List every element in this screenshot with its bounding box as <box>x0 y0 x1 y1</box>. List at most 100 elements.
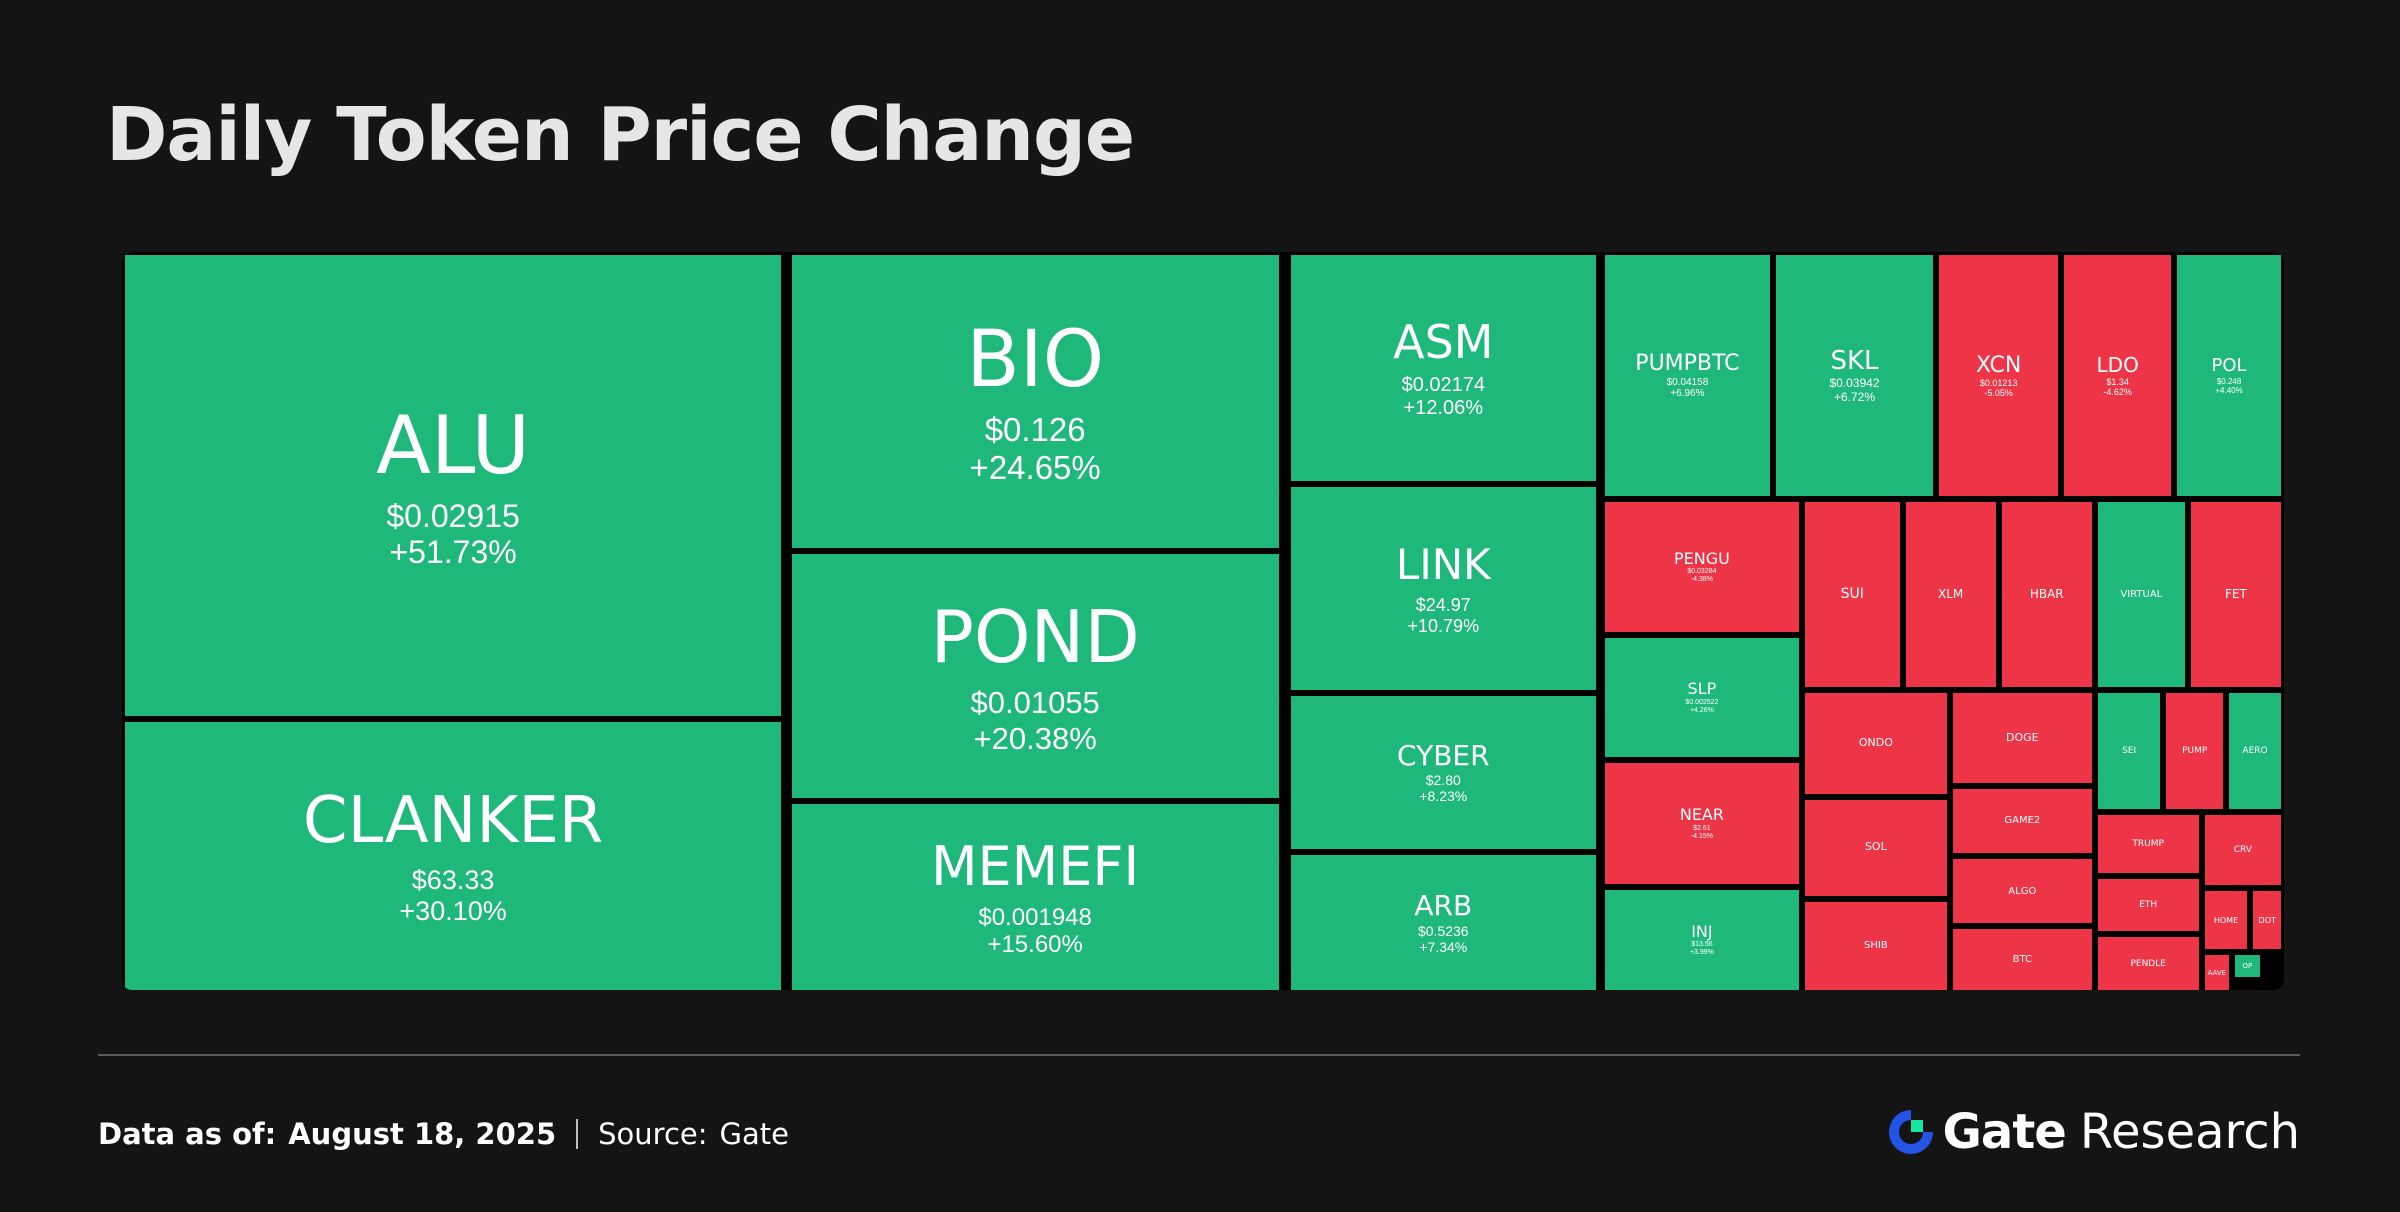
tile-symbol: VIRTUAL <box>2120 588 2163 600</box>
tile-symbol: AAVE <box>2207 968 2227 977</box>
tile-symbol: LINK <box>1395 539 1491 589</box>
treemap-tile-pol: POL $0.248 +4.40% <box>2174 252 2284 500</box>
tile-price: $0.5236 <box>1417 922 1469 939</box>
source-value: Gate <box>719 1117 789 1151</box>
treemap-tile-xlm: XLM <box>1902 499 1999 690</box>
treemap-tile-virtual: VIRTUAL <box>2094 499 2188 690</box>
treemap-tile-xcn: XCN $0.01213 -5.05% <box>1936 252 2062 500</box>
treemap-tile-alu: ALU $0.02915 +51.73% <box>122 252 785 719</box>
tile-change: -4.38% <box>1690 576 1713 584</box>
treemap-tile-aave: AAVE <box>2201 952 2233 990</box>
tile-symbol: NEAR <box>1679 805 1724 825</box>
tile-price: $0.02174 <box>1401 374 1485 397</box>
tile-symbol: GAME2 <box>2004 815 2041 827</box>
treemap-tile-trump: TRUMP <box>2094 811 2202 877</box>
tile-symbol: ARB <box>1414 889 1473 923</box>
treemap-tile-inj: INJ $13.56 +3.99% <box>1601 886 1802 990</box>
tile-symbol: PUMP <box>2182 745 2208 756</box>
treemap-tile-arb: ARB $0.5236 +7.34% <box>1287 851 1599 990</box>
tile-symbol: SHIB <box>1864 940 1888 952</box>
treemap-tile-bio: BIO $0.126 +24.65% <box>788 252 1282 552</box>
tile-price: $0.001948 <box>978 903 1092 931</box>
tile-change: +10.79% <box>1407 615 1480 636</box>
tile-symbol: TRUMP <box>2132 838 2164 849</box>
tile-symbol: INJ <box>1691 921 1713 941</box>
footer-divider <box>98 1054 2300 1056</box>
treemap-tile-dot: DOT <box>2250 888 2284 953</box>
tile-change: +6.96% <box>1670 388 1705 400</box>
tile-symbol: ALGO <box>2008 885 2037 897</box>
tile-price: $1.34 <box>2106 376 2129 387</box>
tile-change: +15.60% <box>987 931 1083 959</box>
treemap-tile-skl: SKL $0.03942 +6.72% <box>1772 252 1937 500</box>
tile-change: +8.23% <box>1419 788 1468 805</box>
tile-symbol: SLP <box>1687 679 1717 699</box>
tile-symbol: PENGU <box>1673 548 1730 568</box>
tile-symbol: SOL <box>1864 840 1887 854</box>
tile-change: -5.05% <box>1984 388 2013 399</box>
treemap-tile-eth: ETH <box>2094 876 2202 934</box>
tile-symbol: PENDLE <box>2130 958 2166 969</box>
treemap-tile-home: HOME <box>2201 888 2251 953</box>
gate-logo-icon <box>1888 1110 1933 1154</box>
tile-price: $0.002522 <box>1685 698 1719 706</box>
tile-symbol: XCN <box>1976 352 2022 378</box>
treemap-tile-crv: CRV <box>2201 811 2284 889</box>
treemap-tile-op: OP <box>2232 952 2263 980</box>
data-as-of-label: Data as of: <box>98 1117 277 1151</box>
tile-symbol: MEMEFI <box>930 834 1140 898</box>
tile-symbol: DOGE <box>2006 730 2039 744</box>
treemap-tile-asm: ASM $0.02174 +12.06% <box>1287 252 1599 484</box>
tile-price: $2.61 <box>1693 824 1711 832</box>
tile-change: +4.26% <box>1689 706 1714 714</box>
treemap-tile-sol: SOL <box>1801 796 1950 899</box>
treemap-tile-shib: SHIB <box>1801 898 1950 990</box>
treemap-tile-sei: SEI <box>2094 689 2164 812</box>
tile-symbol: BIO <box>966 314 1105 405</box>
tile-price: $0.01213 <box>1979 377 2018 388</box>
tile-symbol: ASM <box>1393 314 1494 369</box>
tile-change: +24.65% <box>969 449 1101 487</box>
tile-symbol: POL <box>2211 355 2247 377</box>
tile-change: -4.15% <box>1690 832 1713 840</box>
chart-title: Daily Token Price Change <box>106 92 1135 178</box>
tile-change: +12.06% <box>1403 397 1484 420</box>
treemap-tile-pond: POND $0.01055 +20.38% <box>788 551 1282 802</box>
treemap-tile-ondo: ONDO <box>1801 689 1950 797</box>
tile-symbol: HBAR <box>2029 586 2064 601</box>
tile-symbol: SKL <box>1830 345 1879 376</box>
tile-symbol: POND <box>930 595 1140 680</box>
tile-symbol: XLM <box>1937 586 1964 601</box>
treemap-tile-fet: FET <box>2187 499 2284 690</box>
source-label: Source: <box>598 1117 708 1151</box>
treemap-tile-aero: AERO <box>2226 689 2284 812</box>
tile-change: -4.62% <box>2103 387 2132 398</box>
tile-change: +3.99% <box>1689 949 1714 957</box>
data-date: August 18, 2025 <box>288 1117 557 1151</box>
tile-price: $24.97 <box>1415 594 1471 615</box>
treemap-tile-pengu: PENGU $0.03284 -4.38% <box>1601 499 1802 635</box>
tile-symbol: ALU <box>376 398 531 492</box>
tile-symbol: HOME <box>2213 915 2239 925</box>
tile-price: $0.01055 <box>970 684 1100 720</box>
brand-suffix: Research <box>2079 1104 2300 1160</box>
tile-price: $13.56 <box>1691 941 1713 949</box>
footer-info: Data as of: August 18, 2025 Source: Gate <box>98 1117 789 1151</box>
tile-price: $0.03942 <box>1829 375 1880 390</box>
treemap-tile-pendle: PENDLE <box>2094 934 2202 990</box>
tile-symbol: OP <box>2242 962 2253 971</box>
tile-change: +20.38% <box>973 720 1097 756</box>
tile-symbol: DOT <box>2258 915 2276 925</box>
treemap-tile-clanker: CLANKER $63.33 +30.10% <box>122 718 785 990</box>
tile-symbol: LDO <box>2096 352 2139 377</box>
treemap-tile-sui: SUI <box>1801 499 1903 690</box>
tile-symbol: AERO <box>2242 745 2268 756</box>
tile-symbol: BTC <box>2012 954 2032 966</box>
tile-change: +7.34% <box>1419 938 1468 955</box>
treemap-tile-near: NEAR $2.61 -4.15% <box>1601 760 1802 887</box>
footer-separator <box>576 1119 579 1149</box>
tile-price: $0.02915 <box>386 497 520 534</box>
tile-price: $0.248 <box>2216 376 2242 386</box>
tile-change: +6.72% <box>1833 389 1875 404</box>
tile-price: $0.03284 <box>1687 568 1717 576</box>
